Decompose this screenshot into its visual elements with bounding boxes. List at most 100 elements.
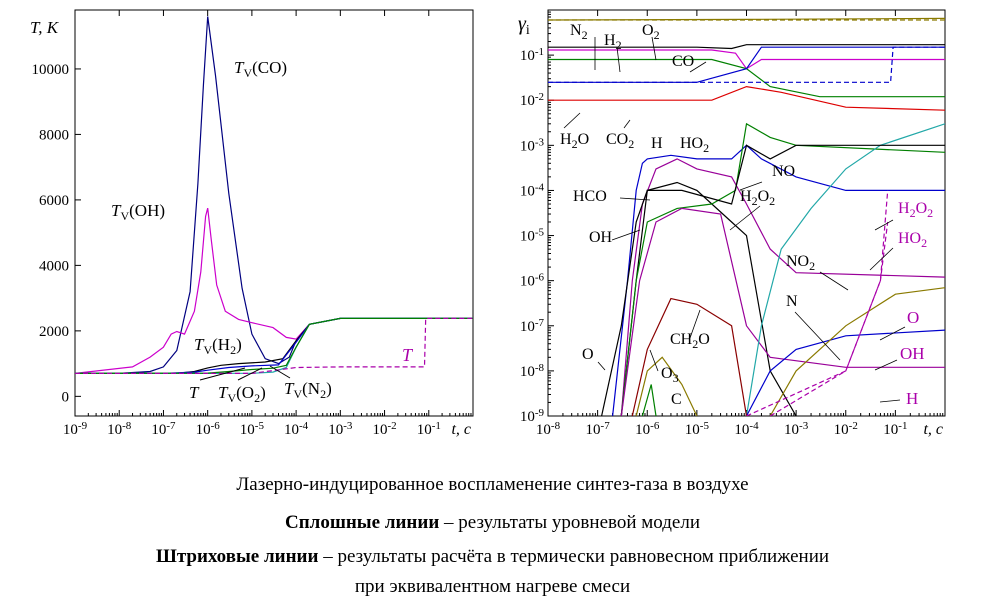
left-x-tick-label: 10-7 — [151, 420, 176, 438]
right-x-tick-label: 10-8 — [536, 420, 561, 438]
label-pointer — [879, 326, 906, 341]
label-pointer — [689, 309, 701, 339]
figure-title: Лазерно-индуцированное воспламенение син… — [236, 474, 749, 495]
label-pointer — [649, 349, 659, 372]
legend-solid-bold: Сплошные линии — [284, 512, 440, 533]
right-x-tick-label: 10-3 — [784, 420, 809, 438]
right-series-line — [620, 122, 945, 416]
left-series-line — [75, 317, 473, 374]
label-h2: H2 — [604, 32, 622, 52]
right-series-line — [548, 58, 945, 98]
right-y-tick-label: 10-1 — [520, 46, 544, 64]
left-plot-frame — [74, 9, 474, 417]
left-y-tick-label: 0 — [62, 389, 70, 405]
label-tv-oh: TV(OH) — [111, 201, 165, 223]
label-pointer — [869, 247, 894, 271]
label-pointer — [597, 361, 606, 371]
right-x-tick-label: 10-7 — [586, 420, 611, 438]
label-co2: CO2 — [606, 131, 634, 151]
right-series-line — [601, 144, 945, 416]
pointer-t — [199, 367, 246, 381]
legend-solid-text: – результаты уровневой модели — [439, 512, 700, 533]
legend-dashed-lines-cont: при эквивалентном нагреве смеси — [354, 576, 631, 597]
left-x-tick-label: 10-6 — [196, 420, 221, 438]
right-series-line — [635, 356, 698, 416]
label-n: N — [786, 293, 798, 310]
right-y-tick-label: 10-7 — [520, 317, 545, 335]
label-h: H — [651, 135, 663, 152]
label-tv-o2: TV(O2) — [218, 383, 266, 405]
left-series-line — [75, 207, 473, 374]
right-series-line — [746, 190, 889, 416]
label-ho2: HO2 — [680, 135, 709, 155]
label-pointer — [689, 61, 707, 73]
legend-solid-lines: Сплошные линии – результаты уровневой мо… — [0, 512, 985, 534]
label-h2o2: H2O2 — [740, 188, 775, 208]
label-pointer — [651, 36, 657, 61]
label-o-equilibrium: O — [907, 308, 919, 327]
right-series-line — [548, 44, 945, 50]
right-y-tick-label: 10-5 — [520, 227, 545, 245]
right-x-axis-label: t, c — [923, 421, 943, 438]
left-y-tick-label: 2000 — [39, 324, 69, 340]
left-y-tick-label: 4000 — [39, 258, 69, 274]
label-pointer — [563, 112, 581, 129]
label-pointer — [819, 271, 849, 291]
label-pointer — [616, 46, 621, 73]
figure-stage: 10-9 10-8 10-7 10-6 10-5 10-4 10-3 10-2 10-1 t, c… — [30, 9, 946, 438]
right-y-tick-label: 10-2 — [520, 91, 544, 109]
right-series-line — [548, 46, 945, 83]
right-series-line — [745, 329, 945, 416]
left-x-tick-label: 10-8 — [107, 420, 132, 438]
label-pointer — [794, 311, 841, 361]
label-t-equilibrium: T — [402, 345, 414, 365]
label-oh-equilibrium: OH — [900, 344, 925, 363]
label-ho2-equilibrium: HO2 — [898, 230, 927, 250]
label-tv-co: TV(CO) — [234, 58, 287, 80]
right-series-line — [612, 144, 945, 416]
legend-dashed-bold: Штриховые линии — [155, 546, 319, 567]
label-o2: O2 — [642, 22, 660, 42]
pointer-tv-n2 — [269, 365, 291, 379]
left-x-axis-label: t, c — [451, 421, 471, 438]
label-tv-h2: TV(H2) — [194, 335, 242, 357]
left-x-tick-label: 10-4 — [284, 420, 309, 438]
right-y-tick-label: 10-4 — [520, 182, 545, 200]
left-y-axis-label: T, K — [30, 18, 60, 37]
legend-dashed-lines: Штриховые линии – результаты расчёта в т… — [0, 546, 985, 568]
label-pointer — [874, 219, 894, 231]
label-pointer — [874, 359, 898, 371]
legend-dashed-text: – результаты расчёта в термически равнов… — [318, 546, 830, 567]
pointer-tv-o2 — [237, 367, 263, 381]
right-series-line — [769, 221, 889, 416]
label-pointer — [739, 181, 763, 191]
label-co: CO — [672, 53, 694, 70]
label-t: T — [189, 383, 200, 402]
label-oh: OH — [589, 229, 613, 246]
right-series-line — [548, 85, 945, 111]
right-x-tick-label: 10-5 — [685, 420, 710, 438]
right-x-tick-label: 10-4 — [734, 420, 759, 438]
label-pointer — [611, 229, 641, 241]
right-x-tick-label: 10-2 — [834, 420, 858, 438]
left-x-tick-label: 10-1 — [417, 420, 441, 438]
left-y-tick-label: 6000 — [39, 193, 69, 209]
left-y-tick-label: 10000 — [32, 62, 70, 78]
right-series-line — [548, 46, 945, 83]
label-ch2o: CH2O — [670, 331, 710, 351]
label-n2: N2 — [570, 22, 588, 42]
label-c: C — [671, 391, 682, 408]
right-series-line — [631, 297, 748, 416]
label-h2o2-equilibrium: H2O2 — [898, 200, 933, 220]
right-y-tick-label: 10-6 — [520, 272, 545, 290]
left-x-tick-label: 10-9 — [63, 420, 88, 438]
left-x-tick-label: 10-2 — [372, 420, 396, 438]
right-series-line — [548, 49, 945, 70]
right-series-line — [641, 384, 657, 416]
left-y-tick-label: 8000 — [39, 127, 69, 143]
label-tv-n2: TV(N2) — [284, 379, 332, 401]
temperature-chart: 10-9 10-8 10-7 10-6 10-5 10-4 10-3 10-2 10-1 t, c… — [30, 9, 474, 438]
right-y-axis-label: γi — [518, 13, 530, 38]
mole-fraction-chart: 10-8 10-7 10-6 10-5 10-4 10-3 10-2 10-1 t, c 10-1… — [518, 9, 946, 438]
label-no: NO — [772, 163, 795, 180]
